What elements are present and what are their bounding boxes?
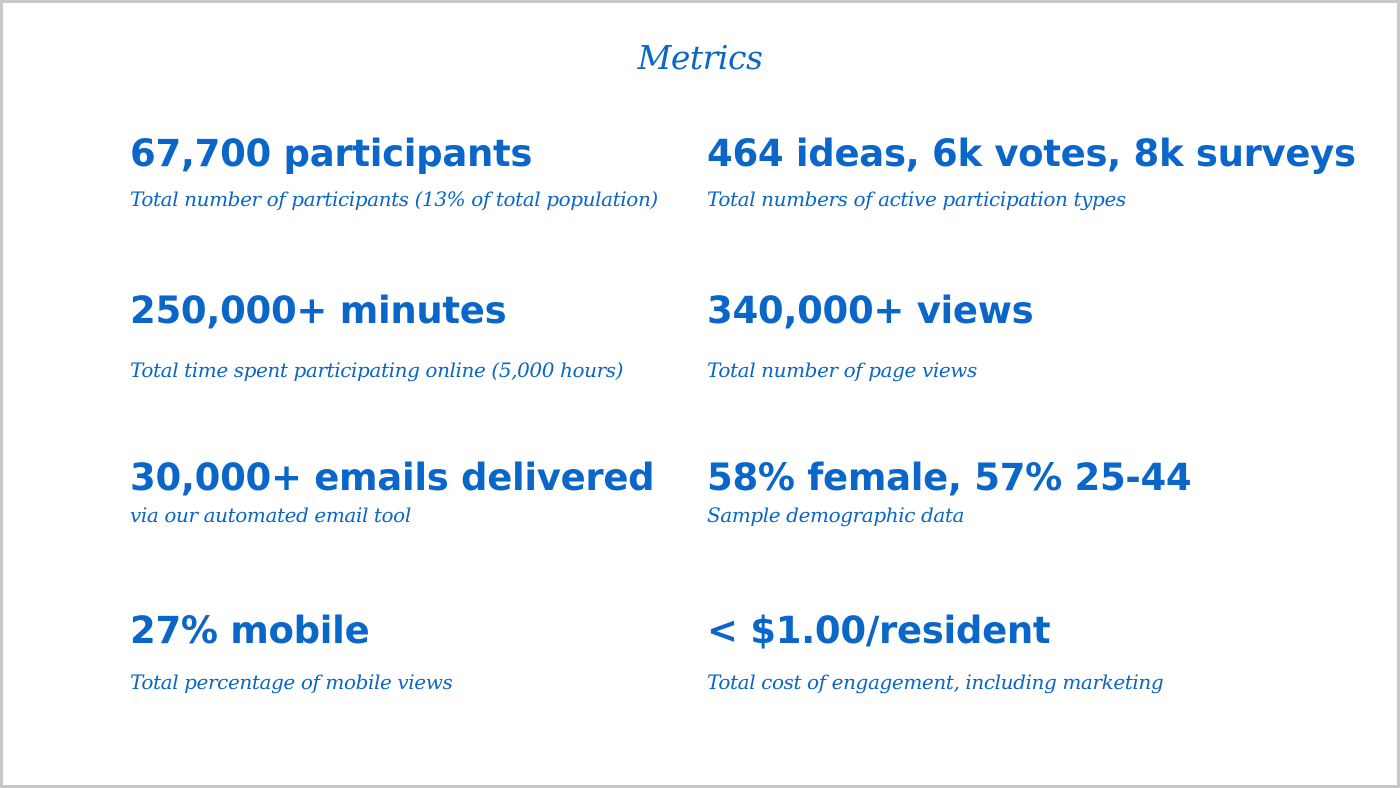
metric-mobile: 27% mobile Total percentage of mobile vi…	[130, 608, 730, 696]
metric-caption: Total percentage of mobile views	[130, 670, 453, 694]
metric-participation-types: 464 ideas, 6k votes, 8k surveys Total nu…	[707, 131, 1356, 213]
metric-headline: 58% female, 57% 25-44	[707, 456, 1192, 499]
metric-views: 340,000+ views Total number of page view…	[707, 288, 1307, 384]
metric-caption: Total number of page views	[707, 358, 977, 382]
metric-caption: Total numbers of active participation ty…	[707, 187, 1126, 211]
metric-headline: 464 ideas, 6k votes, 8k surveys	[707, 132, 1356, 175]
metric-caption: Total time spent participating online (5…	[130, 358, 624, 382]
metric-emails: 30,000+ emails delivered via our automat…	[130, 455, 730, 529]
metric-headline: 27% mobile	[130, 609, 370, 652]
metric-headline: 340,000+ views	[707, 289, 1034, 332]
metric-participants: 67,700 participants Total number of part…	[130, 131, 730, 213]
metric-demographics: 58% female, 57% 25-44 Sample demographic…	[707, 455, 1307, 529]
metric-cost: < $1.00/resident Total cost of engagemen…	[707, 608, 1307, 696]
metric-headline: 30,000+ emails delivered	[130, 456, 655, 499]
slide-title: Metrics	[637, 38, 763, 77]
metric-headline: < $1.00/resident	[707, 609, 1051, 652]
metric-caption: Sample demographic data	[707, 503, 965, 527]
metric-caption: via our automated email tool	[130, 503, 411, 527]
metric-headline: 67,700 participants	[130, 132, 533, 175]
metric-minutes: 250,000+ minutes Total time spent partic…	[130, 288, 730, 384]
metric-caption: Total cost of engagement, including mark…	[707, 670, 1164, 694]
metric-caption: Total number of participants (13% of tot…	[130, 187, 658, 211]
metric-headline: 250,000+ minutes	[130, 289, 507, 332]
